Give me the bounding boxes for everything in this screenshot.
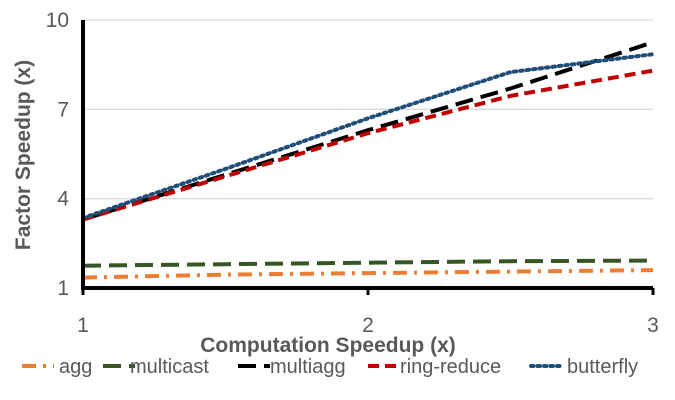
legend-label-multiagg: multiagg bbox=[270, 356, 346, 378]
x-tick-label: 3 bbox=[647, 314, 659, 337]
legend-label-multicast: multicast bbox=[130, 356, 209, 378]
series-line-multicast bbox=[82, 258, 654, 268]
series-line-multiagg bbox=[82, 40, 654, 222]
x-tick-label: 2 bbox=[362, 314, 374, 337]
series-lines bbox=[81, 40, 655, 280]
y-tick-label: 7 bbox=[57, 98, 69, 121]
legend: agg multicast multiagg ring-reduce butterfly bbox=[22, 356, 638, 378]
y-tick-label: 4 bbox=[57, 188, 69, 211]
series-line-butterfly bbox=[81, 52, 655, 220]
legend-label-ring-reduce: ring-reduce bbox=[400, 356, 501, 378]
gridlines bbox=[83, 19, 653, 200]
x-axis-title: Computation Speedup (x) bbox=[200, 334, 456, 357]
legend-label-agg: agg bbox=[59, 356, 92, 378]
y-tick-labels: 1 4 7 10 bbox=[46, 9, 70, 300]
axes bbox=[81, 20, 655, 295]
series-line-agg bbox=[82, 268, 654, 280]
y-tick-label: 1 bbox=[57, 277, 69, 300]
x-tick-label: 1 bbox=[77, 314, 89, 337]
y-axis-title: Factor Speedup (x) bbox=[12, 60, 35, 250]
x-tick-labels: 1 2 3 bbox=[77, 314, 659, 337]
y-tick-label: 10 bbox=[46, 9, 69, 32]
series-line-ring-reduce bbox=[82, 68, 654, 222]
legend-label-butterfly: butterfly bbox=[567, 356, 638, 378]
